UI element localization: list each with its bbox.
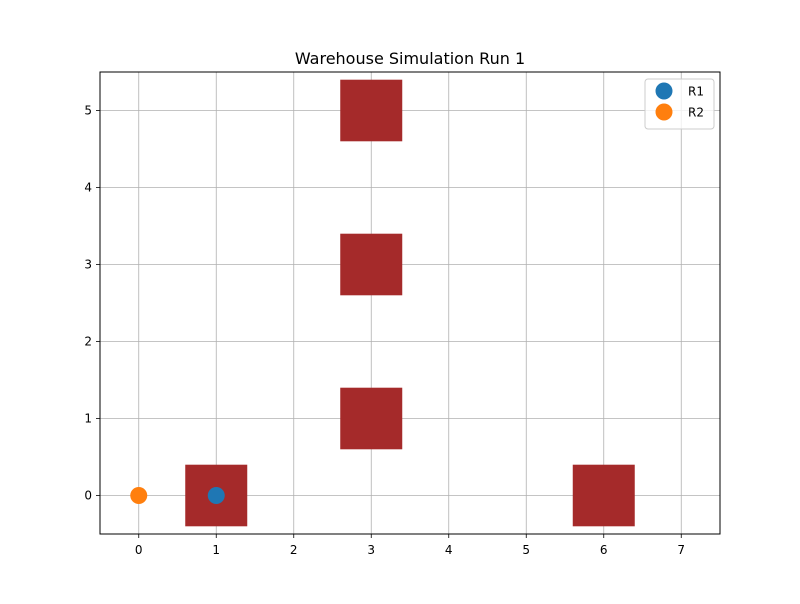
- y-tick-label: 0: [84, 489, 92, 503]
- obstacle-layer: [185, 79, 635, 527]
- x-tick-label: 6: [600, 543, 608, 557]
- y-tick-label: 5: [84, 104, 92, 118]
- robot-layer: [130, 487, 225, 504]
- y-tick-label: 1: [84, 412, 92, 426]
- y-tick-label: 3: [84, 258, 92, 272]
- obstacle-block: [340, 387, 403, 450]
- y-tick-label: 2: [84, 335, 92, 349]
- x-tick-label: 7: [677, 543, 685, 557]
- x-tick-label: 2: [290, 543, 298, 557]
- obstacle-block: [340, 79, 403, 142]
- y-tick-label: 4: [84, 181, 92, 195]
- robot-marker-r2: [130, 487, 148, 504]
- y-axis-ticks: 0 1 2 3 4 5: [84, 104, 100, 503]
- x-tick-label: 3: [367, 543, 375, 557]
- x-tick-label: 4: [445, 543, 453, 557]
- x-tick-label: 5: [522, 543, 530, 557]
- legend-label: R2: [688, 106, 704, 120]
- x-tick-label: 1: [212, 543, 220, 557]
- chart-title: Warehouse Simulation Run 1: [295, 49, 525, 68]
- legend-label: R1: [688, 85, 704, 99]
- obstacle-block: [572, 464, 635, 527]
- legend: R1 R2: [644, 78, 715, 130]
- legend-marker: [655, 82, 673, 100]
- obstacle-block: [340, 233, 403, 296]
- robot-marker-r1: [207, 487, 225, 504]
- legend-marker: [655, 103, 673, 121]
- x-tick-label: 0: [135, 543, 143, 557]
- x-axis-ticks: 0 1 2 3 4 5 6 7: [135, 534, 685, 557]
- axes-frame: [99, 71, 721, 535]
